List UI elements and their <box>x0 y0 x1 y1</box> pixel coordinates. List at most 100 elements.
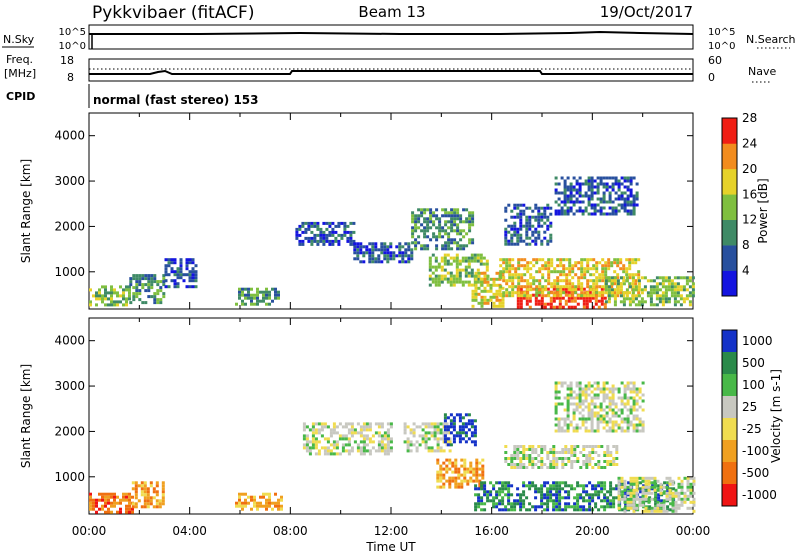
velocity-cell <box>516 445 520 448</box>
velocity-cell <box>599 414 603 418</box>
power-cell <box>474 298 478 302</box>
velocity-cell <box>677 506 681 510</box>
velocity-cell <box>314 440 318 444</box>
velocity-cell <box>578 381 582 385</box>
power-cell <box>505 291 509 295</box>
power-cell <box>459 229 463 233</box>
velocity-cell <box>332 431 336 435</box>
velocity-cell <box>591 457 595 460</box>
power-cell <box>450 238 454 242</box>
velocity-cell <box>443 428 447 432</box>
power-cell <box>138 277 142 281</box>
velocity-cell <box>155 493 159 497</box>
velocity-cell <box>566 387 570 391</box>
velocity-cell <box>362 434 366 438</box>
power-cell <box>459 214 463 218</box>
power-cell <box>410 251 414 255</box>
velocity-cell <box>104 501 107 505</box>
power-cell <box>485 277 489 281</box>
velocity-cell <box>415 440 419 444</box>
power-cell <box>159 280 163 284</box>
power-colorbar-frame <box>721 117 738 297</box>
power-cell <box>628 258 632 262</box>
velocity-cell <box>650 497 654 501</box>
power-cell <box>340 221 344 225</box>
power-data-regions <box>89 176 695 309</box>
velocity-colorbar-tick: 1000 <box>742 334 773 348</box>
power-cell <box>410 248 414 252</box>
velocity-cell <box>320 425 324 429</box>
power-cell <box>519 224 523 228</box>
velocity-cell <box>686 485 690 489</box>
power-cell <box>110 285 113 289</box>
velocity-cell <box>371 446 375 450</box>
power-cell <box>438 229 442 233</box>
velocity-cell <box>146 487 150 491</box>
power-cell <box>423 226 427 230</box>
velocity-cell <box>626 402 630 406</box>
power-cell <box>517 261 521 265</box>
velocity-colorbar-swatch <box>722 374 737 397</box>
velocity-cell <box>555 508 559 512</box>
power-cell <box>581 200 585 204</box>
power-region-1 <box>129 274 166 305</box>
power-cell <box>508 285 512 289</box>
velocity-cell <box>576 505 580 509</box>
power-cell <box>634 285 638 289</box>
velocity-cell <box>623 420 627 424</box>
power-cell <box>444 244 448 248</box>
velocity-cell <box>347 428 351 432</box>
velocity-cell <box>522 448 526 451</box>
power-cell <box>513 230 517 234</box>
power-cell <box>604 276 608 280</box>
velocity-cell <box>602 396 606 400</box>
power-cell <box>437 280 441 284</box>
power-cell <box>614 191 618 195</box>
velocity-cell <box>516 499 520 503</box>
velocity-cell <box>569 393 573 397</box>
velocity-cell <box>573 496 577 500</box>
velocity-cell <box>329 431 333 435</box>
velocity-cell <box>377 425 381 429</box>
power-cell <box>167 264 171 268</box>
power-cell <box>571 264 575 268</box>
velocity-cell <box>603 499 607 503</box>
time-tick-label: 08:00 <box>273 524 308 538</box>
velocity-cell <box>626 420 630 424</box>
velocity-cell <box>516 493 520 497</box>
power-cell <box>605 182 609 186</box>
power-cell <box>389 251 393 255</box>
velocity-cell <box>332 428 336 432</box>
power-cell <box>560 176 564 180</box>
velocity-cell <box>558 496 562 500</box>
velocity-cell <box>567 493 571 497</box>
velocity-cell <box>623 405 627 409</box>
power-cell <box>620 182 624 186</box>
power-cell <box>274 290 277 294</box>
velocity-cell <box>614 402 618 406</box>
power-cell <box>498 289 502 293</box>
velocity-cell <box>647 485 651 489</box>
power-cell <box>562 273 566 277</box>
power-cell <box>586 279 590 283</box>
power-colorbar-swatch <box>722 245 737 271</box>
power-cell <box>383 245 387 249</box>
power-cell <box>456 217 460 221</box>
power-cell <box>438 220 442 224</box>
velocity-cell <box>648 505 652 509</box>
power-cell <box>435 247 439 251</box>
velocity-cell <box>569 390 573 394</box>
power-cell <box>443 253 447 257</box>
velocity-cell <box>599 402 603 406</box>
power-cell <box>620 176 624 180</box>
velocity-cell <box>463 476 467 480</box>
power-cell <box>462 244 466 248</box>
power-cell <box>540 302 544 306</box>
velocity-cell <box>566 429 570 433</box>
power-cell <box>538 279 542 283</box>
velocity-cell <box>507 499 511 503</box>
time-tick-label: 00:00 <box>72 524 107 538</box>
velocity-cell <box>587 402 591 406</box>
power-cell <box>572 203 576 207</box>
velocity-cell <box>650 509 654 513</box>
